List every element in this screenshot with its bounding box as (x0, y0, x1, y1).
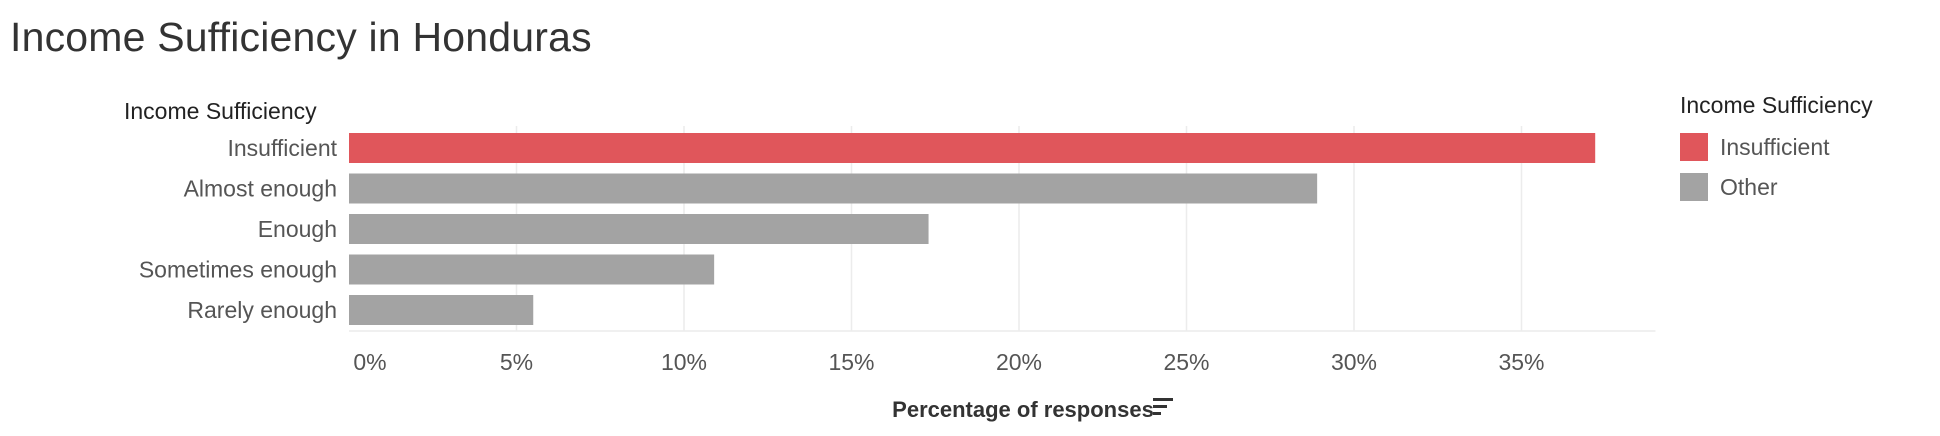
legend-item-insufficient[interactable]: Insufficient (1680, 127, 1873, 167)
x-tick-label: 15% (828, 349, 874, 375)
bar[interactable] (349, 173, 1318, 204)
category-label: Sometimes enough (139, 257, 337, 283)
category-label: Rarely enough (187, 297, 337, 323)
x-axis-title: Percentage of responses (892, 397, 1154, 422)
category-label: Almost enough (184, 176, 337, 202)
x-tick-label: 25% (1163, 349, 1209, 375)
legend-label: Insufficient (1720, 133, 1830, 160)
category-label: Insufficient (227, 135, 337, 161)
x-tick-label: 20% (996, 349, 1042, 375)
legend-title: Income Sufficiency (1680, 92, 1873, 118)
x-tick-label: 30% (1331, 349, 1377, 375)
legend-swatch-other (1680, 173, 1708, 201)
bar[interactable] (349, 254, 715, 285)
page-title: Income Sufficiency in Honduras (10, 14, 592, 60)
x-tick-label: 10% (661, 349, 707, 375)
legend-swatch-insufficient (1680, 133, 1708, 161)
bar[interactable] (349, 214, 929, 244)
bars (349, 133, 1596, 325)
category-label: Enough (258, 216, 337, 242)
x-tick-label: 5% (500, 349, 533, 375)
legend-item-other[interactable]: Other (1680, 167, 1873, 207)
category-axis-header: Income Sufficiency (124, 98, 317, 124)
bar[interactable] (349, 295, 534, 325)
legend-label: Other (1720, 173, 1778, 200)
x-tick-label: 0% (353, 349, 386, 375)
category-labels: Insufficient Almost enough Enough Sometimes… (139, 135, 338, 323)
legend: Income Sufficiency Insufficient Other (1680, 92, 1873, 207)
bar[interactable] (349, 133, 1596, 163)
x-tick-label: 35% (1498, 349, 1544, 375)
x-axis-ticks: 0% 5% 10% 15% 20% 25% 30% 35% (353, 349, 1544, 375)
x-axis-title-group: Percentage of responses (892, 397, 1173, 422)
sort-icon[interactable] (1153, 398, 1173, 415)
